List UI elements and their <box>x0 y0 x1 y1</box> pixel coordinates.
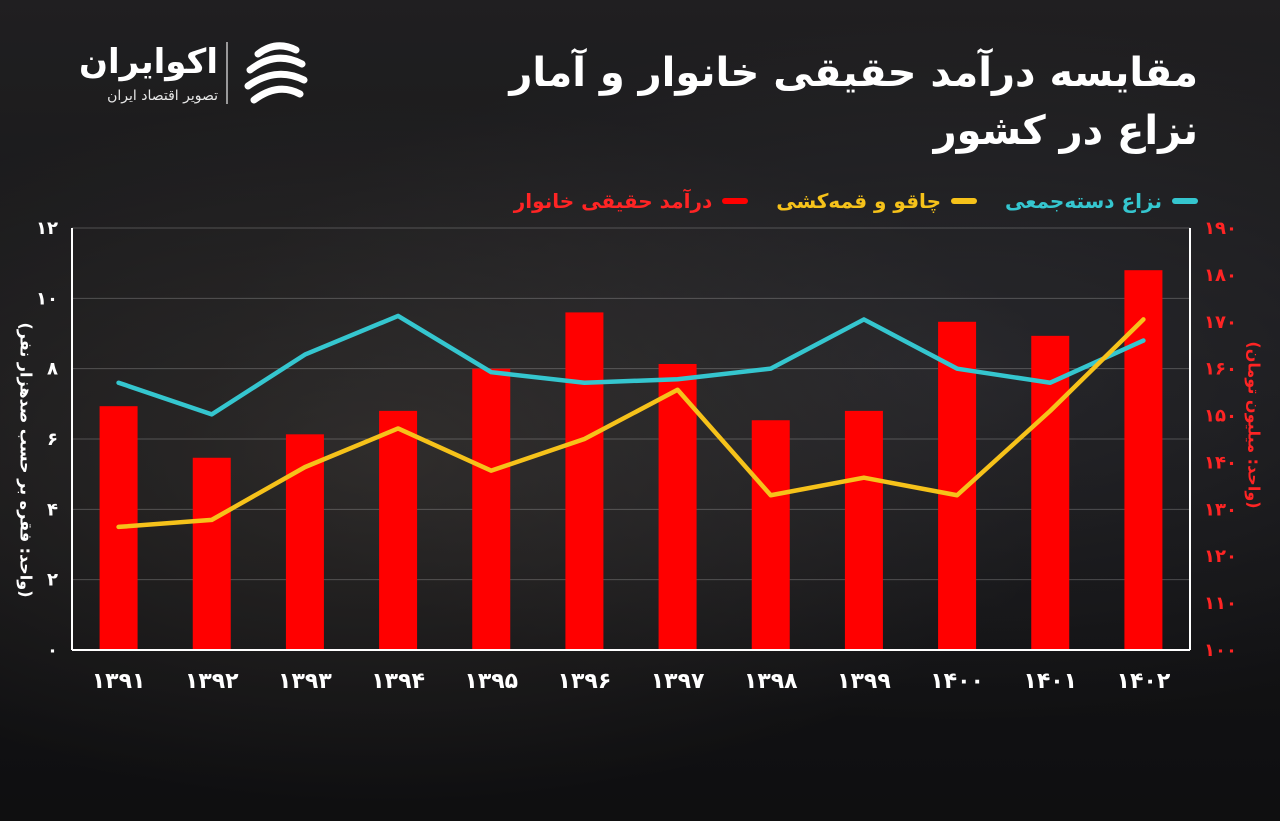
y-right-tick-label: ۱۳۰ <box>1204 499 1237 520</box>
bar-household-income <box>472 368 511 650</box>
y-right-tick-label: ۱۸۰ <box>1204 265 1237 286</box>
y-left-tick-label: ۱۲ <box>36 218 58 239</box>
legend-item-collective-fights: نزاع دسته‌جمعی <box>1005 189 1198 213</box>
y-left-tick-label: ۱۰ <box>36 288 58 309</box>
line-point <box>396 426 400 430</box>
bar-household-income <box>1031 335 1070 650</box>
legend-label-knife-fights: چاقو و قمه‌کشی <box>776 189 941 213</box>
line-point <box>769 367 773 371</box>
legend-item-knife-fights: چاقو و قمه‌کشی <box>776 189 977 213</box>
x-tick-label: ۱۴۰۱ <box>1023 669 1077 694</box>
legend-item-household-income: درآمد حقیقی خانوار <box>513 189 749 213</box>
line-point <box>396 314 400 318</box>
legend-swatch-cyan <box>1172 198 1198 204</box>
line-point <box>210 412 214 416</box>
line-point <box>117 525 121 529</box>
brand-logo: اکوایران تصویر اقتصاد ایران <box>48 36 318 116</box>
y-right-tick-label: ۱۶۰ <box>1204 359 1237 380</box>
logo-divider <box>226 42 228 104</box>
x-tick-label: ۱۳۹۸ <box>744 669 798 694</box>
x-tick-label: ۱۴۰۰ <box>930 669 984 694</box>
tick-labels: ۰ ۲ ۴ ۶ ۸ ۱۰ ۱۲ ۱۰۰ ۱۱۰ ۱۲۰ ۱۳۰ ۱۴۰ ۱۵۰ ۱۶۰ ۱۷۰ ۱۸۰ ۱۹۰ ۱… <box>36 218 1237 694</box>
line-point <box>1141 317 1145 321</box>
line-point <box>1048 381 1052 385</box>
y-right-tick-label: ۱۱۰ <box>1204 593 1237 614</box>
x-tick-label: ۱۴۰۲ <box>1117 669 1171 694</box>
y-right-tick-label: ۱۰۰ <box>1204 640 1237 661</box>
line-point <box>303 465 307 469</box>
x-tick-label: ۱۳۹۱ <box>92 669 146 694</box>
legend-swatch-red <box>722 198 749 204</box>
y-left-tick-label: ۶ <box>47 429 58 450</box>
line-point <box>582 381 586 385</box>
bar-household-income <box>192 457 231 650</box>
line-point <box>303 353 307 357</box>
line-series <box>116 313 1146 530</box>
line-point <box>955 493 959 497</box>
x-tick-label: ۱۳۹۲ <box>185 669 239 694</box>
line-point <box>955 367 959 371</box>
line-knife-fights <box>116 317 1146 530</box>
y-left-tick-label: ۸ <box>47 359 58 380</box>
line-point <box>117 381 121 385</box>
legend-swatch-yellow <box>950 198 977 204</box>
y-left-tick-label: ۴ <box>47 499 58 520</box>
bar-household-income <box>565 312 604 650</box>
line-point <box>862 476 866 480</box>
legend-label-household-income: درآمد حقیقی خانوار <box>513 189 713 213</box>
bar-household-income <box>751 420 790 650</box>
legend-label-collective-fights: نزاع دسته‌جمعی <box>1004 189 1162 213</box>
y-left-tick-label: ۰ <box>47 640 58 661</box>
x-tick-label: ۱۳۹۵ <box>464 669 518 694</box>
y-right-tick-label: ۱۲۰ <box>1204 546 1237 567</box>
x-tick-label: ۱۳۹۴ <box>371 669 425 694</box>
y-right-tick-label: ۱۵۰ <box>1204 406 1237 427</box>
bar-household-income <box>379 410 418 650</box>
brand-tagline: تصویر اقتصاد ایران <box>107 88 218 104</box>
line-point <box>676 388 680 392</box>
x-tick-label: ۱۳۹۶ <box>558 669 612 694</box>
line-point <box>489 370 493 374</box>
bar-household-income <box>658 363 697 650</box>
chart-legend: نزاع دسته‌جمعی چاقو و قمه‌کشی درآمد حقیق… <box>514 186 1198 216</box>
ecoiran-logo-icon <box>244 42 308 104</box>
axes <box>71 228 1191 651</box>
chart-title: مقایسه درآمد حقیقی خانوار و آمار نزاع در… <box>509 50 1198 154</box>
line-point <box>862 317 866 321</box>
line-point <box>1048 409 1052 413</box>
bar-household-income <box>285 434 324 650</box>
x-tick-label: ۱۳۹۷ <box>651 669 705 694</box>
line-point <box>769 493 773 497</box>
grid-lines <box>72 227 1190 651</box>
y-right-tick-label: ۱۹۰ <box>1204 218 1237 239</box>
y-right-tick-label: ۱۴۰ <box>1204 452 1237 473</box>
y-left-tick-label: ۲ <box>47 570 58 591</box>
bar-series <box>99 270 1163 650</box>
line-point <box>489 469 493 473</box>
y-right-tick-label: ۱۷۰ <box>1204 312 1237 333</box>
brand-name: اکوایران <box>79 42 218 82</box>
line-point <box>210 518 214 522</box>
line-collective-fights <box>116 313 1146 417</box>
bar-household-income <box>844 410 883 650</box>
line-point <box>676 377 680 381</box>
line-point <box>582 437 586 441</box>
line-point <box>1141 339 1145 343</box>
x-tick-label: ۱۳۹۹ <box>837 669 891 694</box>
x-tick-label: ۱۳۹۳ <box>278 669 332 694</box>
bar-household-income <box>1124 270 1163 650</box>
